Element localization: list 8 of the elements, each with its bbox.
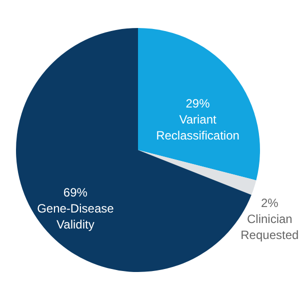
data-label: 2% (260, 196, 279, 210)
pie-slice (138, 150, 256, 195)
data-label: 69% (63, 186, 88, 200)
pie-slice (138, 28, 260, 180)
slice-label: Clinician Requested (240, 212, 299, 242)
slice-label: Gene-Disease Validity (37, 202, 114, 232)
slice-label: Variant Reclassification (156, 112, 240, 143)
data-label: 29% (186, 96, 210, 111)
